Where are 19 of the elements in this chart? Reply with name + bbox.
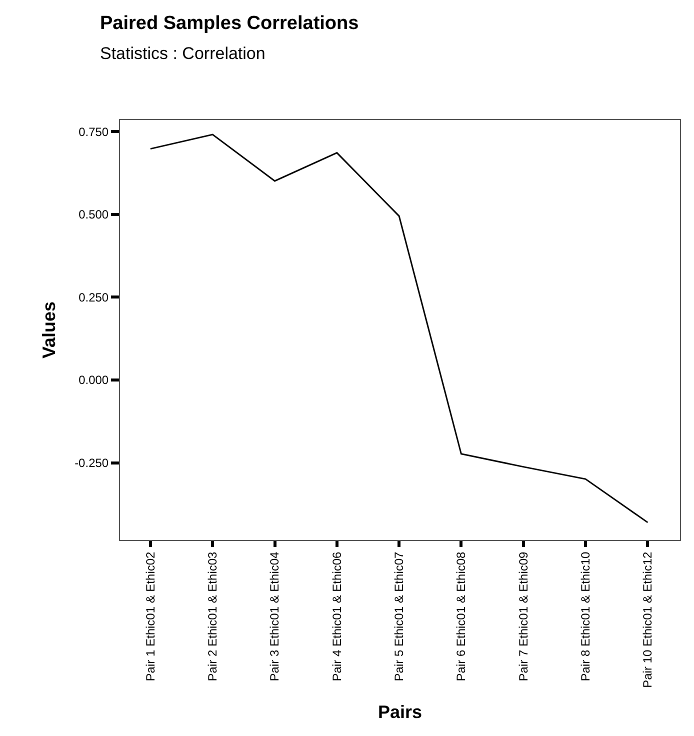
x-tick-label: Pair 8 Ethic01 & Ethic10: [578, 551, 592, 682]
line-series: [150, 134, 648, 524]
x-tick-label: Pair 10 Ethic01 & Ethic12: [640, 551, 655, 688]
x-tick-label: Pair 1 Ethic01 & Ethic02: [143, 551, 158, 682]
y-tick-label: 0.500: [78, 208, 109, 222]
y-axis-title: Values: [38, 301, 59, 359]
y-tick-label: -0.250: [74, 456, 109, 470]
chart-title: Paired Samples Correlations: [100, 13, 359, 34]
y-tick-label: 0.750: [78, 124, 109, 139]
chart-subtitle: Statistics : Correlation: [100, 44, 266, 63]
x-axis-title: Pairs: [378, 702, 422, 722]
x-tick-label: Pair 5 Ethic01 & Ethic07: [392, 551, 406, 682]
x-tick-label: Pair 2 Ethic01 & Ethic03: [206, 551, 220, 682]
y-tick-label: 0.000: [78, 373, 109, 388]
x-tick-label: Pair 7 Ethic01 & Ethic09: [516, 551, 530, 682]
x-tick-label: Pair 6 Ethic01 & Ethic08: [454, 551, 468, 682]
x-tick-label: Pair 3 Ethic01 & Ethic04: [268, 551, 282, 682]
y-tick-label: 0.250: [78, 290, 109, 304]
x-tick-label: Pair 4 Ethic01 & Ethic06: [330, 551, 344, 682]
